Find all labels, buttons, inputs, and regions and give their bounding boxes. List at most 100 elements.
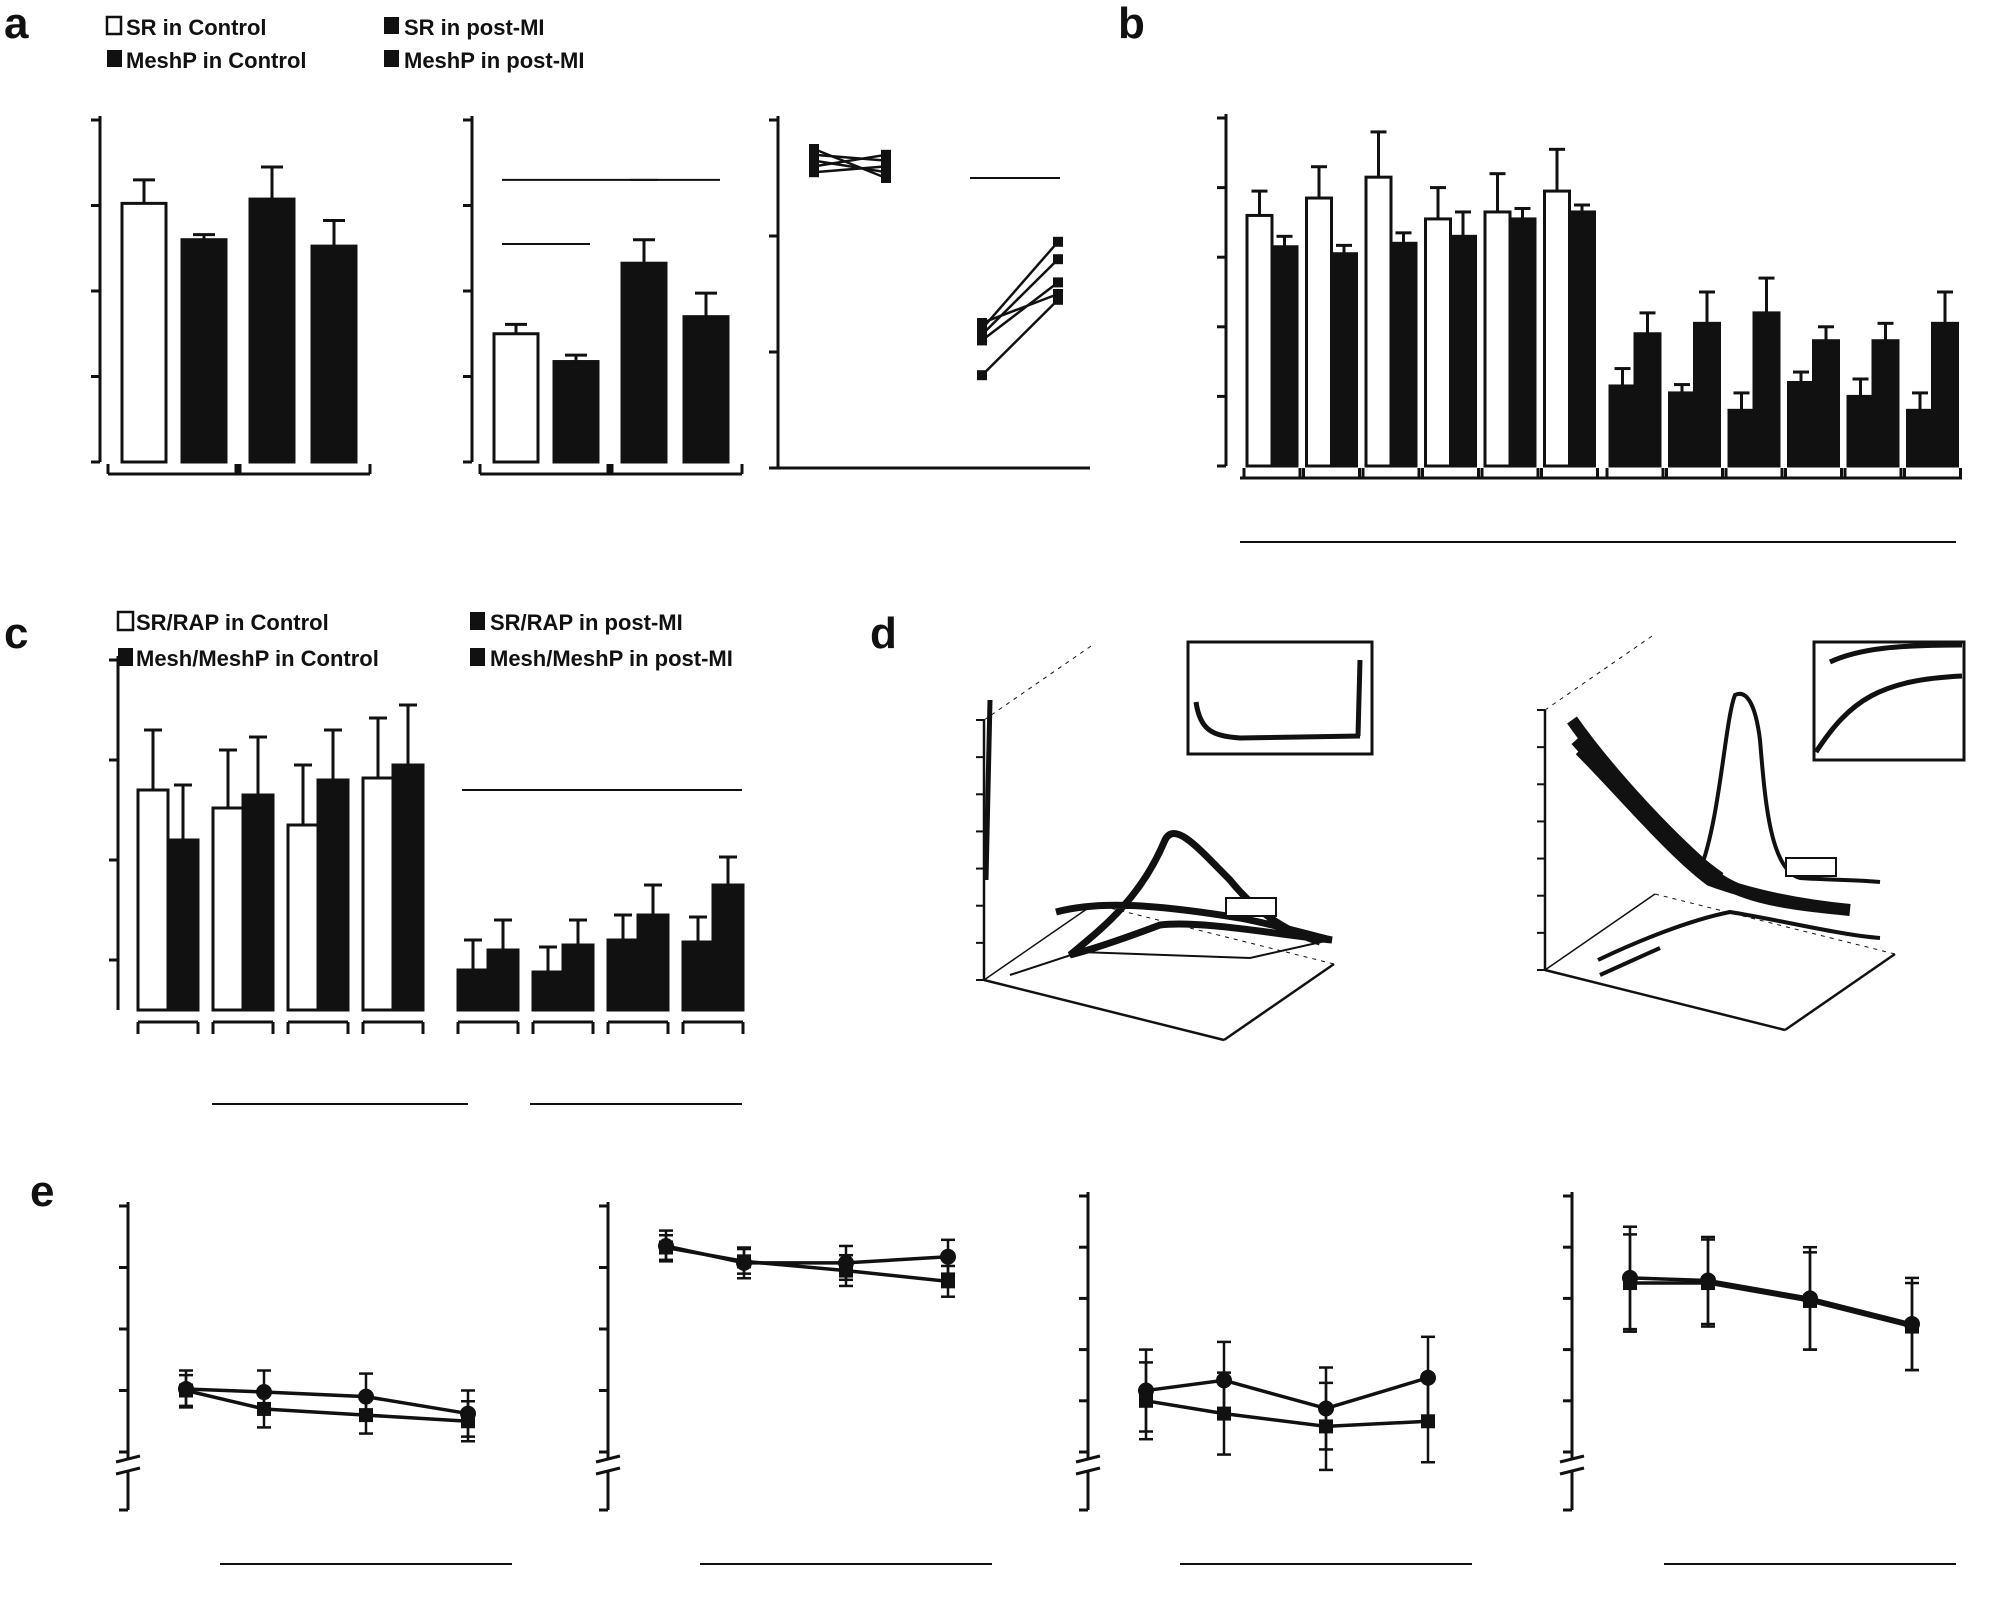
paired-line: [982, 242, 1058, 329]
series-line: [1146, 1401, 1428, 1427]
data-point: [257, 1402, 271, 1416]
chart-e2-lvedp: [596, 1202, 992, 1564]
bar: [1570, 212, 1595, 466]
data-point: [1217, 1407, 1231, 1421]
legend-c: SR/RAP in Control SR/RAP in post-MI Mesh…: [118, 610, 733, 671]
bar: [638, 915, 668, 1010]
box-edge: [1545, 634, 1655, 710]
bar: [1426, 219, 1451, 466]
bar: [1451, 236, 1476, 466]
bar: [243, 795, 273, 1010]
data-point: [1319, 1419, 1333, 1433]
bar: [213, 808, 243, 1010]
bar: [1789, 382, 1814, 466]
pressure-trace: [1598, 912, 1880, 975]
bar: [563, 945, 593, 1010]
panel-letter-c: c: [4, 609, 28, 658]
bar: [250, 199, 294, 462]
legend-a: SR in Control SR in post-MI MeshP in Con…: [107, 15, 585, 73]
bar: [533, 972, 563, 1010]
bar: [1635, 334, 1660, 466]
data-point: [809, 167, 819, 177]
legend-label: MeshP in post-MI: [404, 48, 585, 73]
bar: [312, 246, 356, 462]
bar: [1695, 323, 1720, 466]
stress-trace: [986, 700, 990, 880]
bar: [122, 203, 166, 462]
bar: [1873, 341, 1898, 466]
bar: [393, 765, 423, 1010]
series-line: [1630, 1283, 1912, 1327]
legend-swatch-srrap-postmi: [470, 612, 485, 630]
bar: [1610, 386, 1635, 466]
legend-swatch-meshp-postmi: [384, 50, 399, 67]
bar: [1366, 177, 1391, 466]
legend-label: Mesh/MeshP in post-MI: [490, 646, 733, 671]
data-point: [1139, 1394, 1153, 1408]
legend-swatch-sr-control: [107, 17, 121, 34]
stress-loop: [1056, 834, 1332, 955]
bar: [458, 970, 488, 1010]
chart-a3-fs: [769, 116, 1090, 468]
bar: [1545, 191, 1570, 466]
legend-label: SR/RAP in post-MI: [490, 610, 683, 635]
box-edge: [984, 644, 1094, 720]
data-point: [1053, 295, 1063, 305]
data-point: [461, 1414, 475, 1428]
y-axis-line: [1785, 954, 1895, 1030]
data-point: [1623, 1276, 1637, 1290]
data-point: [809, 156, 819, 166]
bar: [363, 778, 393, 1010]
legend-swatch-mesh-control: [118, 648, 133, 666]
data-point: [659, 1241, 673, 1255]
bar: [1510, 219, 1535, 466]
legend-label: SR/RAP in Control: [136, 610, 329, 635]
bar: [683, 942, 713, 1010]
bar: [1485, 212, 1510, 466]
bar: [684, 317, 728, 462]
series-line: [1146, 1378, 1428, 1409]
data-point: [977, 318, 987, 328]
data-point: [977, 335, 987, 345]
bar: [1670, 393, 1695, 466]
data-point: [941, 1274, 955, 1288]
bar: [168, 840, 198, 1010]
legend-label: SR in post-MI: [404, 15, 545, 40]
legend-label: MeshP in Control: [126, 48, 307, 73]
legend-label: SR in Control: [126, 15, 267, 40]
bar: [1307, 198, 1332, 466]
data-point: [1053, 254, 1063, 264]
pressure-trace: [1010, 940, 1330, 975]
data-point: [179, 1384, 193, 1398]
bar: [1729, 410, 1754, 466]
chart-a1-lvedd: [91, 116, 370, 474]
data-point: [359, 1408, 373, 1422]
data-point: [1053, 277, 1063, 287]
bar: [1814, 341, 1839, 466]
chart-e3-tau: [1076, 1192, 1472, 1564]
data-point: [881, 150, 891, 160]
paired-line: [982, 259, 1058, 334]
zoom-box: [1786, 858, 1836, 876]
bar: [1332, 254, 1357, 466]
bar: [1272, 247, 1297, 466]
bar: [622, 263, 666, 462]
data-point: [977, 370, 987, 380]
data-point: [1421, 1414, 1435, 1428]
zoom-box: [1226, 898, 1276, 916]
bar: [494, 334, 538, 462]
legend-swatch-mesh-postmi: [470, 648, 485, 666]
box-edge: [984, 904, 1094, 980]
bar: [1933, 323, 1958, 466]
bar: [1908, 410, 1933, 466]
chart-a2-lvesd: [463, 116, 742, 474]
data-point: [940, 1249, 956, 1265]
data-point: [1905, 1320, 1919, 1334]
legend-label: Mesh/MeshP in Control: [136, 646, 379, 671]
stress-loop: [1572, 720, 1850, 910]
legend-swatch-sr-postmi: [384, 17, 399, 34]
chart-b-strain: [1217, 114, 1962, 542]
bar: [488, 950, 518, 1010]
bar: [554, 362, 598, 462]
bar: [318, 780, 348, 1010]
